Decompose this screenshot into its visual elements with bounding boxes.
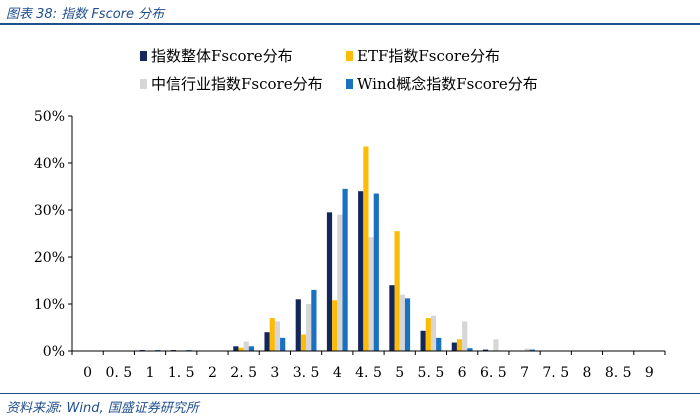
bar-2-5 — [394, 231, 400, 351]
bar-3-3.5 — [306, 304, 312, 351]
legend-label-3: 中信行业指数Fscore分布 — [151, 75, 323, 93]
legend-swatch-4 — [346, 79, 353, 89]
y-tick-label: 30% — [34, 203, 65, 219]
bar-4-3 — [280, 337, 286, 351]
bar-4-6 — [467, 348, 473, 351]
bar-3-5.5 — [430, 315, 437, 351]
figure-title: 图表 38: 指数 Fscore 分布 — [6, 7, 165, 22]
x-tick-label: 4 — [333, 365, 342, 381]
bar-1-5.5 — [420, 330, 426, 351]
legend-swatch-2 — [346, 51, 353, 61]
bar-2-6 — [456, 339, 463, 351]
bar-1-4.5 — [358, 191, 364, 351]
bar-1-6.5 — [482, 349, 489, 351]
x-tick-label: 3. 5 — [293, 365, 320, 381]
bar-2-3.5 — [300, 334, 307, 351]
bar-2-3 — [269, 318, 275, 351]
legend-label-4: Wind概念指数Fscore分布 — [357, 75, 538, 93]
x-tick-label: 6. 5 — [480, 365, 507, 381]
x-tick-label: 0 — [83, 365, 92, 381]
bar-2-4.5 — [363, 146, 369, 351]
x-tick-label: 7 — [520, 365, 529, 381]
legend-swatch-3 — [140, 79, 147, 89]
y-tick-label: 40% — [34, 156, 65, 172]
legend-swatch-1 — [140, 51, 147, 61]
bar-1-3.5 — [295, 299, 301, 351]
y-tick-label: 10% — [34, 297, 65, 313]
bar-4-5.5 — [436, 337, 442, 351]
bar-3-2.5 — [243, 341, 249, 351]
bar-2-2.5 — [238, 347, 244, 351]
bar-3-6 — [462, 321, 468, 351]
x-tick-label: 4. 5 — [355, 365, 382, 381]
bar-4-3.5 — [311, 289, 317, 351]
bar-4-5 — [404, 298, 411, 351]
bar-2-5.5 — [425, 318, 431, 351]
bottom-rule — [0, 393, 700, 394]
y-tick-label: 50% — [34, 109, 65, 125]
x-tick-label: 3 — [270, 365, 279, 381]
top-rule — [0, 23, 700, 25]
bar-1-4 — [326, 212, 333, 351]
x-tick-label: 7. 5 — [542, 365, 569, 381]
y-tick-label: 0% — [43, 344, 65, 360]
bar-3-4.5 — [368, 237, 374, 351]
bar-4-7 — [529, 349, 535, 351]
legend-label-1: 指数整体Fscore分布 — [151, 47, 293, 65]
x-tick-label: 8 — [583, 365, 592, 381]
x-tick-label: 0. 5 — [105, 365, 132, 381]
bar-4-2.5 — [248, 346, 255, 351]
y-tick-label: 20% — [34, 250, 65, 266]
bar-3-7 — [524, 348, 530, 351]
x-tick-label: 5. 5 — [418, 365, 445, 381]
bar-3-3 — [274, 321, 281, 351]
x-tick-label: 1 — [146, 365, 155, 381]
bar-1-2.5 — [233, 346, 239, 351]
axes: 0% 10% 20% 30% 40% 50% 0 0. 5 1 1. 5 2 2. 5 3 3. 5 4 4.… — [34, 109, 666, 381]
bar-1-3 — [264, 332, 270, 351]
bar-1-5 — [389, 285, 395, 351]
bars — [139, 146, 535, 351]
x-tick-label: 9 — [645, 365, 654, 381]
bar-2-4 — [332, 300, 338, 351]
bar-4-4 — [342, 188, 348, 351]
x-tick-label: 2 — [208, 365, 217, 381]
x-tick-label: 6 — [458, 365, 467, 381]
x-tick-label: 1. 5 — [168, 365, 195, 381]
bar-3-5 — [399, 294, 405, 351]
bar-3-6.5 — [493, 339, 499, 351]
bar-1-6 — [451, 342, 457, 351]
x-tick-label: 8. 5 — [605, 365, 632, 381]
source-note: 资料来源: Wind, 国盛证券研究所 — [6, 401, 199, 416]
x-tick-label: 2. 5 — [230, 365, 257, 381]
legend-label-2: ETF指数Fscore分布 — [357, 47, 500, 65]
bar-4-4.5 — [373, 193, 379, 351]
x-tick-label: 5 — [395, 365, 404, 381]
bar-3-4 — [337, 214, 343, 351]
